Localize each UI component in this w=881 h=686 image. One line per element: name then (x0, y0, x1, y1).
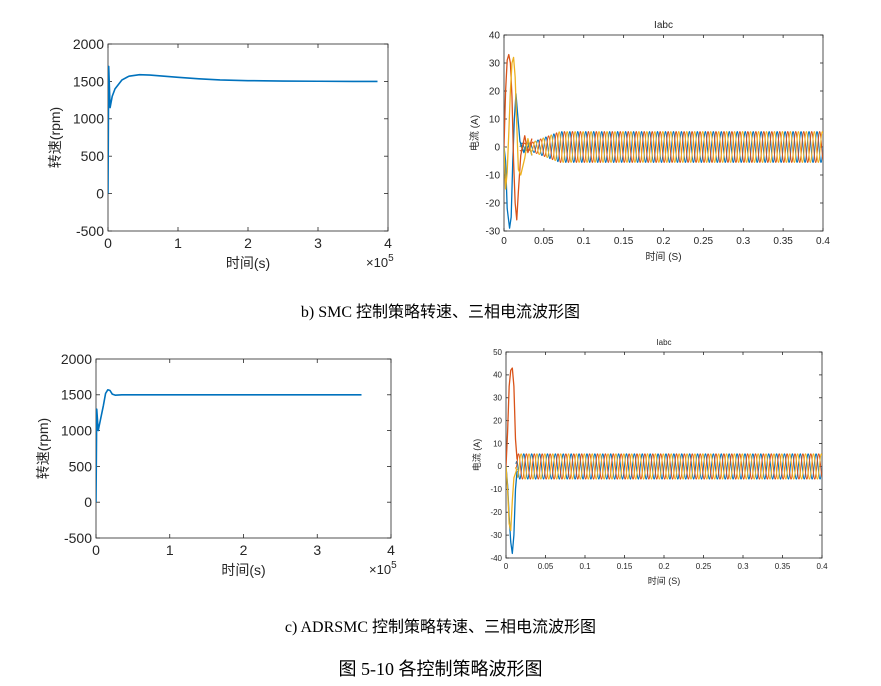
y-axis-label: 转速(rpm) (35, 418, 51, 479)
phase-current-steady-2 (515, 453, 822, 480)
x-tick-label: 0 (501, 236, 507, 247)
y-tick-label: 0 (498, 462, 503, 471)
phase-current-steady-1 (519, 131, 823, 163)
y-tick-label: 500 (81, 148, 105, 164)
x-tick-label: 0.1 (577, 236, 591, 247)
y-tick-label: 20 (493, 416, 502, 425)
x-tick-label: 0.3 (736, 236, 750, 247)
figure-caption: 图 5-10 各控制策略波形图 (338, 659, 543, 679)
series-group (506, 367, 822, 555)
caption-adrsmc: c) ADRSMC 控制策略转速、三相电流波形图 (284, 619, 597, 636)
y-tick-label: 2000 (73, 36, 104, 52)
x-multiplier: ×105 (366, 253, 394, 270)
y-tick-label: 0 (84, 494, 92, 510)
y-tick-label: -10 (490, 485, 502, 494)
y-tick-label: 1000 (73, 111, 104, 127)
y-tick-label: 50 (493, 348, 502, 357)
series-line-1 (504, 93, 533, 229)
x-axis-label: 时间 (S) (648, 575, 681, 586)
series-line-1 (96, 388, 362, 503)
x-tick-label: 1 (174, 235, 182, 251)
phase-current-steady-3 (515, 453, 822, 480)
x-tick-label: 0.05 (538, 562, 554, 571)
y-tick-label: -20 (490, 508, 502, 517)
series-line-1 (108, 65, 378, 194)
y-tick-label: 40 (493, 371, 502, 380)
y-tick-label: 10 (489, 115, 501, 126)
series-group (108, 65, 378, 194)
x-tick-label: 0.25 (694, 236, 714, 247)
y-axis-label: 电流 (A) (468, 115, 481, 151)
x-tick-label: 2 (244, 235, 252, 251)
series-line-3 (506, 466, 518, 532)
y-tick-label: 1500 (73, 73, 104, 89)
x-multiplier: ×105 (369, 560, 397, 577)
x-tick-label: 0.35 (773, 236, 793, 247)
y-tick-label: -30 (486, 227, 501, 238)
x-tick-label: 4 (384, 235, 392, 251)
plot-area (95, 358, 392, 539)
x-tick-label: 0 (104, 235, 112, 251)
x-tick-label: 3 (313, 542, 321, 558)
x-tick-label: 2 (240, 542, 248, 558)
chart-title: Iabc (654, 20, 673, 31)
y-axis-label: 转速(rpm) (47, 107, 63, 168)
x-tick-label: 0.2 (658, 562, 670, 571)
y-axis-label: 电流 (A) (471, 439, 482, 472)
series-line-3 (504, 56, 533, 190)
x-tick-label: 0.4 (816, 236, 830, 247)
x-tick-label: 1 (166, 542, 174, 558)
y-tick-label: 1000 (61, 423, 92, 439)
series-group (96, 388, 362, 503)
x-tick-label: 0 (504, 562, 509, 571)
x-tick-label: 0 (92, 542, 100, 558)
x-tick-label: 0.05 (534, 236, 554, 247)
series-line-2 (504, 53, 533, 221)
x-axis-label: 时间(s) (221, 562, 265, 578)
x-tick-label: 4 (387, 542, 395, 558)
y-tick-label: 10 (493, 439, 502, 448)
x-tick-label: 0.4 (816, 562, 828, 571)
series-group (504, 53, 823, 229)
y-tick-label: 0 (96, 186, 104, 202)
y-tick-label: 40 (489, 31, 501, 42)
y-tick-label: -500 (76, 223, 104, 239)
chart-title: Iabc (656, 338, 671, 347)
x-axis-label: 时间 (S) (645, 250, 681, 263)
y-tick-label: 20 (489, 87, 501, 98)
y-tick-label: 500 (69, 458, 93, 474)
y-tick-label: 1500 (61, 387, 92, 403)
series-line-2 (506, 367, 518, 467)
caption-smc: b) SMC 控制策略转速、三相电流波形图 (300, 304, 581, 321)
x-tick-label: 0.15 (617, 562, 633, 571)
phase-current-steady-2 (519, 131, 823, 163)
x-tick-label: 0.1 (579, 562, 591, 571)
y-tick-label: 0 (494, 143, 500, 154)
y-tick-label: -20 (486, 199, 501, 210)
y-tick-label: -40 (490, 554, 502, 563)
x-tick-label: 0.15 (614, 236, 634, 247)
y-tick-label: -30 (490, 531, 502, 540)
y-tick-label: 2000 (61, 351, 92, 367)
y-tick-label: 30 (493, 394, 502, 403)
x-tick-label: 3 (314, 235, 322, 251)
y-tick-label: -10 (486, 171, 501, 182)
x-tick-label: 0.35 (775, 562, 791, 571)
x-axis-label: 时间(s) (226, 255, 270, 271)
phase-current-steady-3 (519, 131, 823, 163)
x-tick-label: 0.3 (737, 562, 749, 571)
y-tick-label: 30 (489, 59, 501, 70)
y-tick-label: -500 (64, 530, 92, 546)
x-tick-label: 0.25 (696, 562, 712, 571)
x-tick-label: 0.2 (657, 236, 671, 247)
